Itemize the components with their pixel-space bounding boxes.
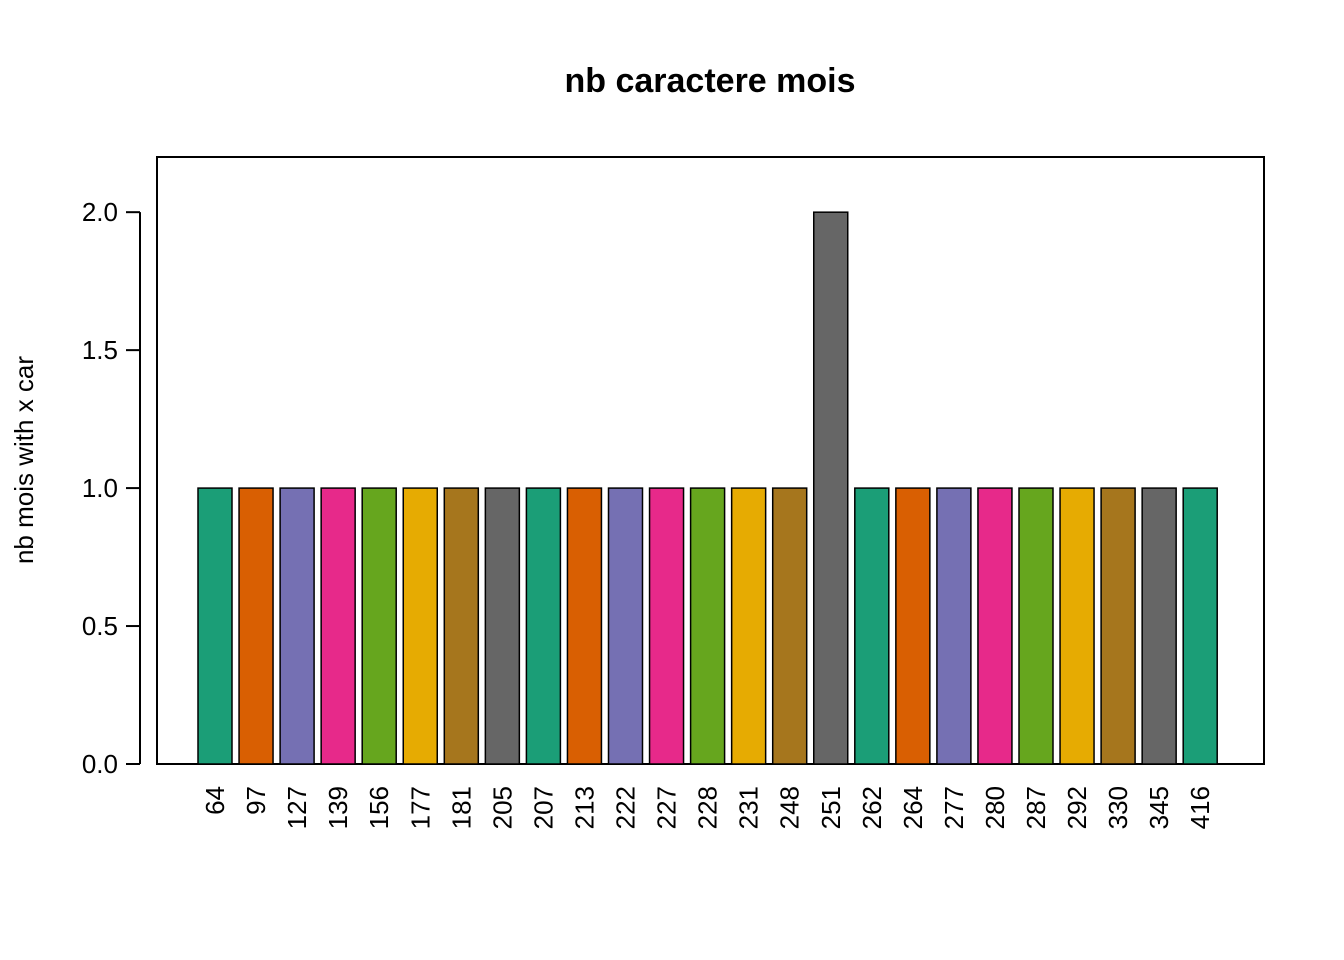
chart-title: nb caractere mois — [564, 62, 855, 100]
x-tick-label: 231 — [734, 786, 764, 829]
x-tick-label: 207 — [528, 786, 558, 829]
x-tick-label: 228 — [693, 786, 723, 829]
bar-248 — [771, 487, 808, 765]
bar-251 — [813, 211, 849, 765]
x-tick-label: 330 — [1103, 786, 1133, 829]
bar-277 — [936, 487, 972, 765]
x-tick-label: 177 — [405, 786, 435, 829]
bar-222 — [607, 487, 644, 765]
bar-262 — [854, 487, 890, 765]
bar-181 — [443, 487, 480, 765]
bar-127 — [279, 487, 315, 765]
x-tick-label: 227 — [652, 786, 682, 829]
x-tick-label: 248 — [775, 786, 805, 829]
bar-139 — [320, 487, 356, 765]
bar-64 — [197, 487, 233, 765]
bar-264 — [895, 487, 931, 765]
bar-228 — [689, 487, 726, 765]
x-tick-label: 345 — [1144, 786, 1174, 829]
bar-330 — [1100, 487, 1136, 765]
x-tick-label: 181 — [446, 786, 476, 829]
x-tick-label: 280 — [980, 786, 1010, 829]
y-axis-label: nb mois with x car — [9, 356, 39, 564]
y-tick-label: 1.5 — [82, 335, 118, 365]
x-tick-label: 156 — [364, 786, 394, 829]
x-tick-label: 127 — [282, 786, 312, 829]
x-tick-label: 139 — [323, 786, 353, 829]
x-tick-label: 213 — [569, 786, 599, 829]
bar-213 — [566, 487, 603, 765]
y-tick-label: 1.0 — [82, 473, 118, 503]
x-tick-label: 292 — [1062, 786, 1092, 829]
bar-97 — [238, 487, 274, 765]
x-tick-label: 205 — [487, 786, 517, 829]
bar-345 — [1141, 487, 1177, 765]
x-tick-label: 264 — [898, 786, 928, 829]
x-tick-label: 222 — [611, 786, 641, 829]
bar-156 — [361, 487, 397, 765]
x-tick-label: 64 — [200, 786, 230, 815]
bar-205 — [484, 487, 521, 765]
y-tick-label: 0.0 — [82, 749, 118, 779]
bar-227 — [648, 487, 685, 765]
y-tick-label: 2.0 — [82, 197, 118, 227]
x-tick-label: 262 — [857, 786, 887, 829]
x-tick-label: 97 — [241, 786, 271, 815]
x-tick-label: 287 — [1021, 786, 1051, 829]
bar-231 — [730, 487, 767, 765]
bar-287 — [1018, 487, 1054, 765]
x-tick-label: 416 — [1185, 786, 1215, 829]
bar-416 — [1182, 487, 1218, 765]
bars-group — [197, 211, 1218, 765]
bar-177 — [402, 487, 438, 765]
y-tick-label: 0.5 — [82, 611, 118, 641]
bar-280 — [977, 487, 1013, 765]
x-tick-labels: 64 97 127 139 156 177 181 205 207 213 222 227 228 231… — [200, 786, 1215, 829]
x-tick-label: 277 — [939, 786, 969, 829]
bar-292 — [1059, 487, 1095, 765]
y-axis: 0.0 0.5 1.0 1.5 2.0 — [82, 197, 141, 779]
bar-207 — [525, 487, 562, 765]
x-tick-label: 251 — [816, 786, 846, 829]
